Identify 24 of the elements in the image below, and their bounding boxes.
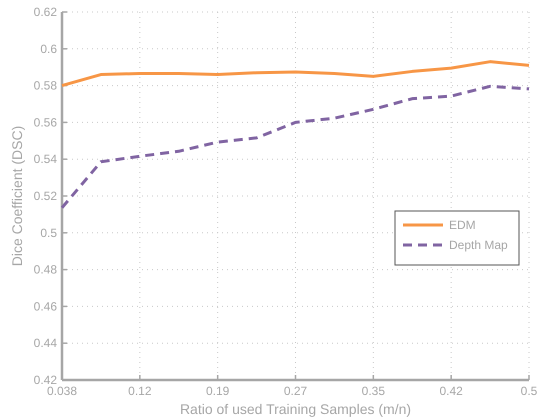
y-tick-label: 0.46	[34, 299, 58, 314]
line-series	[60, 84, 530, 210]
y-tick-label: 0.42	[34, 373, 58, 387]
x-tick-label: 0.27	[284, 384, 308, 398]
x-tick-label: 0.35	[362, 384, 386, 398]
x-tick-label: 0.42	[439, 384, 464, 398]
x-tick-label: 0.5	[520, 384, 538, 398]
y-axis-title: Dice Coefficient (DSC)	[9, 126, 25, 266]
x-tick-label: 0.19	[206, 384, 230, 398]
legend-label: EDM	[449, 218, 476, 232]
y-tick-label: 0.54	[34, 152, 58, 166]
x-tick-label: 0.038	[46, 384, 78, 398]
x-tick-label: 0.12	[128, 384, 152, 398]
y-tick-label: 0.58	[34, 78, 58, 93]
y-tick-label: 0.56	[34, 115, 58, 130]
y-tick-label: 0.48	[34, 262, 58, 277]
x-axis-title: Ratio of used Training Samples (m/n)	[180, 401, 412, 417]
y-tick-label: 0.52	[34, 189, 58, 203]
y-tick-label: 0.6	[40, 42, 58, 56]
legend-label: Depth Map	[449, 238, 508, 252]
y-tick-label: 0.62	[34, 5, 58, 19]
line-series	[60, 60, 530, 88]
y-tick-label: 0.5	[40, 226, 58, 240]
y-tick-label: 0.44	[34, 336, 58, 350]
